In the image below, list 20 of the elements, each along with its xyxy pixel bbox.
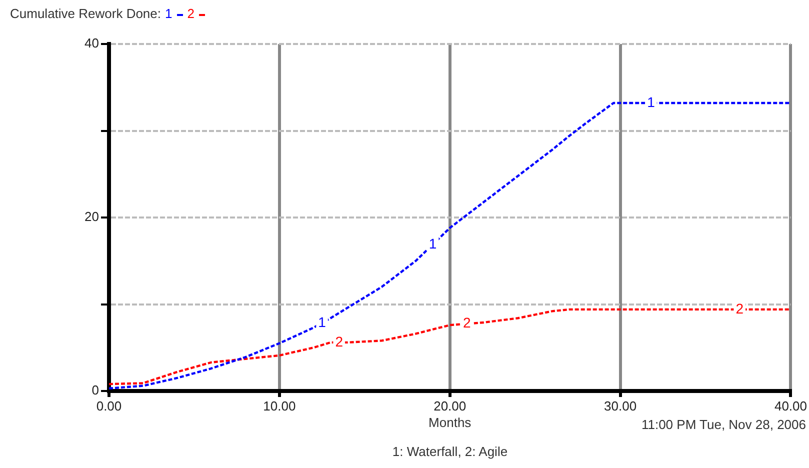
- x-tick-label: 20.00: [434, 398, 466, 414]
- x-tick-label: 0.00: [96, 398, 122, 414]
- text: 1: [318, 314, 326, 330]
- text: 2: [736, 300, 744, 316]
- text: 1: [647, 94, 655, 110]
- text: 2: [335, 333, 343, 350]
- text: 1: Waterfall, 2: Agile: [392, 444, 508, 459]
- legend-label: 2: [187, 6, 194, 21]
- x-tick-label: 10.00: [263, 398, 296, 414]
- y-tick-label: 40: [84, 36, 99, 51]
- x-axis-title: Months: [428, 414, 472, 430]
- text: 2: [463, 314, 471, 331]
- legend-label: 1: [165, 6, 172, 21]
- text: 1: [428, 235, 437, 252]
- chart-title: Cumulative Rework Done:: [10, 6, 162, 21]
- x-tick-label: 40.00: [774, 398, 808, 414]
- text: 11:00 PM Tue, Nov 28, 2006: [641, 417, 806, 432]
- x-tick-label: 30.00: [604, 398, 637, 414]
- y-tick-label: 0: [92, 382, 99, 398]
- y-tick-label: 20: [84, 209, 99, 224]
